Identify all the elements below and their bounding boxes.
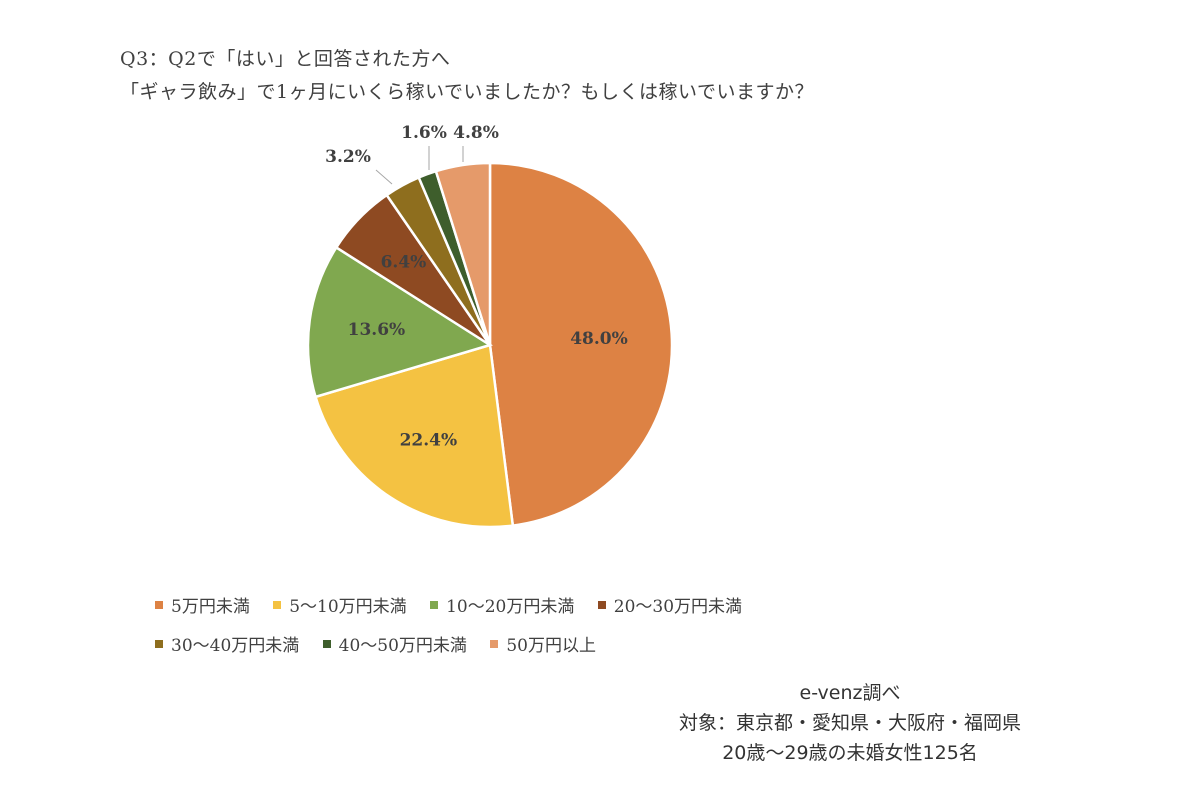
legend-label: 30〜40万円未満 [171,636,300,656]
chart-title-line-2: 「ギャラ飲み」で1ヶ月にいくら稼いでいましたか？もしくは稼いでいますか？ [120,81,814,103]
slice-data-label: 22.4% [400,431,458,451]
source-credit: e-venz調べ [799,682,901,704]
leader-line [375,169,393,185]
legend-swatch [155,639,163,648]
legend-swatch [490,639,499,648]
legend-label: 50万円以上 [506,636,596,656]
survey-target: 対象：東京都・愛知県・大阪府・福岡県 [678,712,1021,734]
legend-item: 30〜40万円未満 [155,631,299,656]
legend-item: 10〜20万円未満 [430,592,574,617]
legend-label: 10〜20万円未満 [446,597,575,617]
pie-slice [306,245,493,399]
slice-data-label: 3.2% [325,147,371,167]
pie-slice [313,343,515,529]
legend-item: 40〜50万円未満 [322,631,467,656]
slice-data-label: 6.4% [381,253,427,273]
legend-row-2: 30〜40万円未満 40〜50万円未満 50万円以上 [155,631,614,656]
legend-label: 20〜30万円未満 [613,597,743,617]
pie-slice [488,161,674,527]
slice-data-label: 4.8% [453,123,499,143]
legend-item: 20〜30万円未満 [597,592,743,617]
legend-item: 5〜10万円未満 [273,592,407,617]
legend-swatch [273,600,282,609]
legend-item: 5万円未満 [155,592,250,617]
pie-slice [434,161,492,346]
legend-swatch [155,600,163,609]
slice-data-label: 13.6% [348,320,406,340]
legend-swatch [322,639,331,648]
legend-label: 40〜50万円未満 [338,636,467,656]
legend-swatch [430,600,439,609]
slice-data-label: 1.6% [401,123,447,143]
legend-row-1: 5万円未満 5〜10万円未満 10〜20万円未満 20〜30万円未満 [155,592,760,617]
legend-item: 50万円以上 [490,631,596,656]
legend-swatch [597,600,606,609]
chart-title-line-1: Q3：Q2で「はい」と回答された方へ [120,48,451,70]
legend-label: 5万円未満 [171,597,250,617]
legend-label: 5〜10万円未満 [289,597,407,617]
slice-data-label: 48.0% [570,329,628,349]
survey-sample: 20歳〜29歳の未婚女性125名 [722,742,978,764]
